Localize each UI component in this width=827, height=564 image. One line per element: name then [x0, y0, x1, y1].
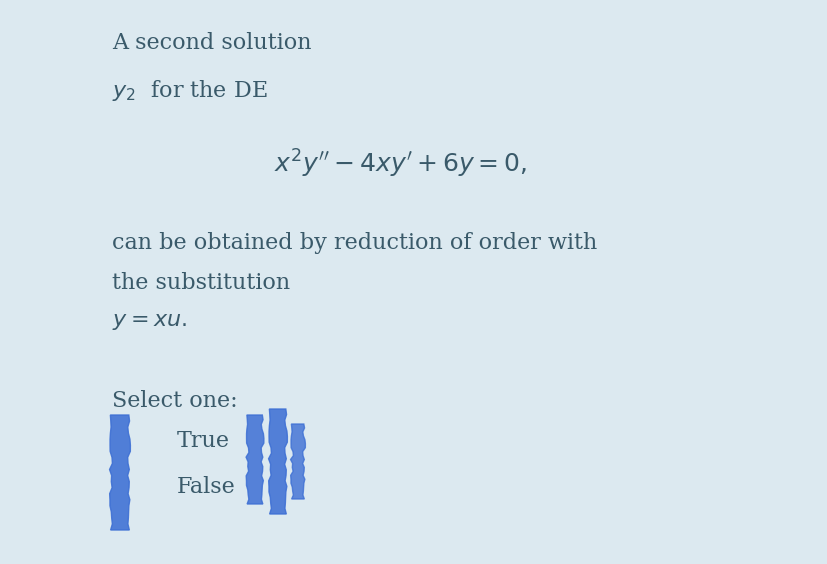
- Text: True: True: [177, 430, 230, 452]
- Text: False: False: [177, 476, 236, 498]
- Text: Select one:: Select one:: [112, 390, 237, 412]
- Polygon shape: [109, 415, 130, 530]
- Text: $y_2$  for the DE: $y_2$ for the DE: [112, 78, 267, 103]
- Text: the substitution: the substitution: [112, 272, 289, 294]
- Text: can be obtained by reduction of order with: can be obtained by reduction of order wi…: [112, 232, 596, 254]
- Text: $y = xu.$: $y = xu.$: [112, 310, 187, 332]
- Polygon shape: [246, 415, 264, 504]
- Text: $x^2y'' - 4xy' + 6y = 0,$: $x^2y'' - 4xy' + 6y = 0,$: [273, 148, 526, 180]
- Polygon shape: [268, 409, 287, 514]
- Text: A second solution: A second solution: [112, 32, 311, 54]
- Polygon shape: [290, 424, 305, 499]
